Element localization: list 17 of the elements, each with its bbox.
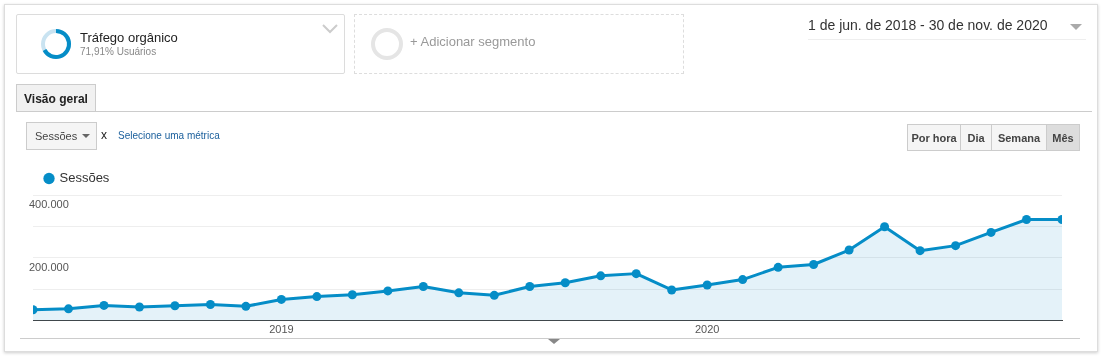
text: Tráfego orgânico xyxy=(80,30,178,45)
y-tick-label: 200.000 xyxy=(29,260,69,273)
x-tick-label: 2019 xyxy=(269,323,294,336)
text: Selecione uma métrica xyxy=(118,130,220,141)
text: + Adicionar segmento xyxy=(410,34,536,49)
text: Semana xyxy=(991,124,1047,151)
text: Dia xyxy=(960,124,992,151)
legend-label: Sessões xyxy=(59,170,110,186)
text: Visão geral xyxy=(16,84,96,112)
text: x xyxy=(101,128,107,142)
y-tick-label: 400.000 xyxy=(29,198,69,211)
x-tick-label: 2020 xyxy=(694,323,720,336)
chart-subtitle: 1 de jun. de 2018 - 30 de nov. de 2020 xyxy=(808,17,1086,40)
text: Por hora xyxy=(907,124,961,151)
text: Mês xyxy=(1046,124,1080,151)
text: Sessões xyxy=(26,122,97,150)
text: 71,91% Usuários xyxy=(80,46,157,57)
